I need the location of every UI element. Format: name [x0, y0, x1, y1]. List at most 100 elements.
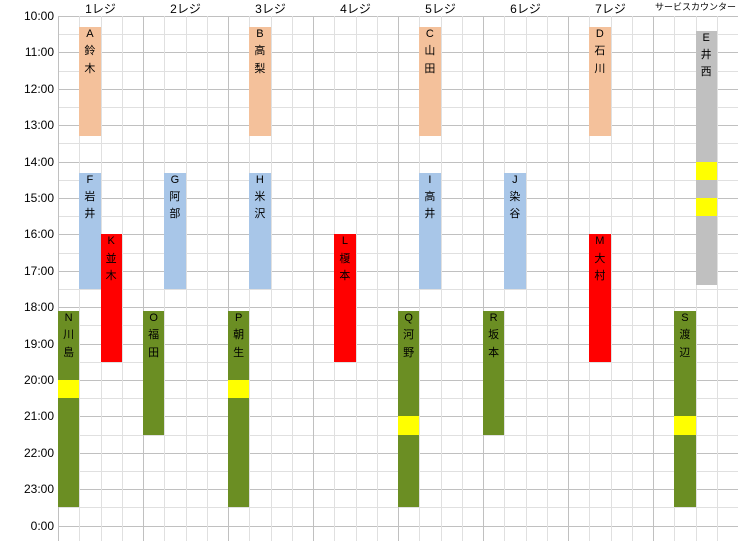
shift-block: M大村	[589, 234, 610, 361]
shift-name-label: 高梨	[249, 43, 270, 78]
grid-area: A 鈴木 B 高梨 C 山田 D 石川 E 井西 F 岩井 G 阿部 H 米沢 I 高井 J染谷 K 並木 L 榎本 M大村 N…	[58, 16, 738, 541]
time-label: 11:00	[25, 45, 54, 59]
shift-block: E 井西	[696, 31, 717, 286]
shift-name-label: 高井	[419, 189, 440, 224]
time-label: 13:00	[24, 118, 54, 132]
grid-line-vertical	[462, 16, 463, 541]
grid-line-vertical	[292, 16, 293, 541]
break-band	[228, 380, 249, 398]
shift-id-label: I	[419, 173, 440, 187]
shift-block: F 岩井	[79, 173, 100, 289]
time-label: 15:00	[24, 191, 54, 205]
shift-block: I 高井	[419, 173, 440, 289]
shift-block: N 川島	[58, 311, 79, 508]
shift-name-label: 岩井	[79, 189, 100, 224]
shift-name-label: 福田	[143, 327, 164, 362]
shift-name-label: 米沢	[249, 189, 270, 224]
shift-id-label: P	[228, 311, 249, 325]
shift-block: G 阿部	[164, 173, 185, 289]
shift-block: S 渡辺	[674, 311, 695, 508]
column-header: サービスカウンター	[653, 0, 738, 13]
time-label: 10:00	[24, 9, 54, 23]
grid-line-vertical	[547, 16, 548, 541]
grid-line-vertical	[207, 16, 208, 541]
grid-line-vertical	[483, 16, 484, 541]
shift-id-label: K	[101, 234, 122, 248]
shift-name-label: 大村	[589, 251, 610, 286]
time-label: 19:00	[24, 337, 54, 351]
time-label: 22:00	[24, 446, 54, 460]
shift-name-label: 河野	[398, 327, 419, 362]
shift-name-label: 山田	[419, 43, 440, 78]
shift-name-label: 渡辺	[674, 327, 695, 362]
shift-name-label: 榎本	[334, 251, 355, 286]
shift-id-label: E	[696, 31, 717, 45]
shift-id-label: R	[483, 311, 504, 325]
shift-block: K 並木	[101, 234, 122, 361]
break-band	[674, 416, 695, 434]
time-label: 18:00	[24, 300, 54, 314]
grid-line-vertical	[356, 16, 357, 541]
shift-id-label: Q	[398, 311, 419, 325]
grid-line-vertical	[632, 16, 633, 541]
grid-line-vertical	[568, 16, 569, 541]
grid-line-vertical	[313, 16, 314, 541]
shift-id-label: F	[79, 173, 100, 187]
shift-name-label: 朝生	[228, 327, 249, 362]
break-band	[696, 198, 717, 216]
shift-block: J染谷	[504, 173, 525, 289]
column-header: 4レジ	[313, 0, 398, 17]
time-label: 23:00	[24, 482, 54, 496]
column-header: 3レジ	[228, 0, 313, 17]
schedule-chart: 10:00 11:00 12:00 13:00 14:00 15:00 16:00 17:00…	[0, 0, 738, 541]
shift-id-label: A	[79, 27, 100, 41]
shift-id-label: G	[164, 173, 185, 187]
shift-block: H 米沢	[249, 173, 270, 289]
shift-name-label: 染谷	[504, 189, 525, 224]
shift-name-label: 並木	[101, 251, 122, 286]
time-label: 0:00	[31, 519, 54, 533]
grid-line-vertical	[717, 16, 718, 541]
shift-name-label: 鈴木	[79, 43, 100, 78]
shift-block: A 鈴木	[79, 27, 100, 136]
shift-id-label: D	[589, 27, 610, 41]
shift-id-label: O	[143, 311, 164, 325]
time-label: 14:00	[24, 155, 54, 169]
shift-id-label: H	[249, 173, 270, 187]
column-header: 7レジ	[568, 0, 653, 17]
shift-id-label: N	[58, 311, 79, 325]
shift-block: L 榎本	[334, 234, 355, 361]
grid-line-vertical	[186, 16, 187, 541]
shift-name-label: 阿部	[164, 189, 185, 224]
grid-line-vertical	[377, 16, 378, 541]
shift-id-label: L	[334, 234, 355, 248]
shift-id-label: C	[419, 27, 440, 41]
grid-line-vertical	[441, 16, 442, 541]
column-header: 2レジ	[143, 0, 228, 17]
shift-name-label: 井西	[696, 47, 717, 82]
grid-line-vertical	[143, 16, 144, 541]
shift-block: Q 河野	[398, 311, 419, 508]
shift-block: D 石川	[589, 27, 610, 136]
time-label: 21:00	[24, 409, 54, 423]
shift-name-label: 川島	[58, 327, 79, 362]
column-header: 6レジ	[483, 0, 568, 17]
time-label: 17:00	[24, 264, 54, 278]
shift-name-label: 坂本	[483, 327, 504, 362]
shift-name-label: 石川	[589, 43, 610, 78]
grid-line-vertical	[122, 16, 123, 541]
shift-block: P 朝生	[228, 311, 249, 508]
shift-block: O 福田	[143, 311, 164, 435]
grid-line-vertical	[526, 16, 527, 541]
grid-line-vertical	[611, 16, 612, 541]
shift-block: B 高梨	[249, 27, 270, 136]
grid-line-vertical	[271, 16, 272, 541]
time-label: 12:00	[24, 82, 54, 96]
shift-block: C 山田	[419, 27, 440, 136]
shift-block: R 坂本	[483, 311, 504, 435]
shift-id-label: B	[249, 27, 270, 41]
time-label: 16:00	[24, 227, 54, 241]
column-header: 5レジ	[398, 0, 483, 17]
shift-id-label: S	[674, 311, 695, 325]
grid-line-vertical	[653, 16, 654, 541]
